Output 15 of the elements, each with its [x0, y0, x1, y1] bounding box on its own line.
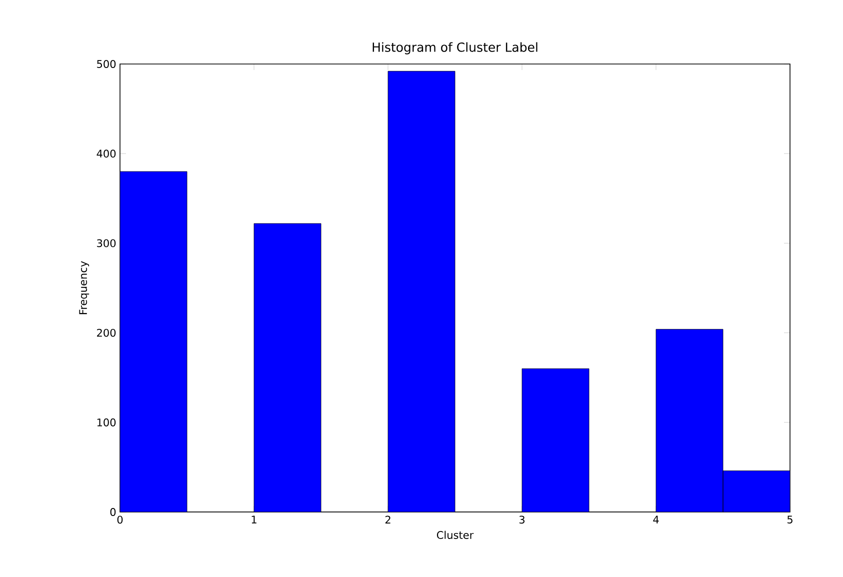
- x-tick-label: 3: [519, 516, 525, 524]
- chart-title: Histogram of Cluster Label: [372, 42, 538, 54]
- x-tick-label: 2: [385, 516, 390, 524]
- y-tick-label: 300: [97, 239, 116, 248]
- y-axis-title: Frequency: [79, 261, 90, 314]
- x-axis-title: Cluster: [436, 530, 474, 539]
- y-tick-label: 100: [97, 418, 116, 426]
- y-tick-label: 0: [110, 508, 116, 516]
- x-tick-label: 5: [787, 516, 792, 524]
- x-tick-label: 0: [117, 516, 123, 524]
- x-tick-label: 1: [252, 516, 256, 524]
- x-tick-label: 4: [653, 516, 659, 524]
- y-tick-label: 200: [97, 328, 116, 337]
- y-tick-label: 500: [97, 60, 116, 68]
- y-tick-label: 400: [96, 150, 116, 158]
